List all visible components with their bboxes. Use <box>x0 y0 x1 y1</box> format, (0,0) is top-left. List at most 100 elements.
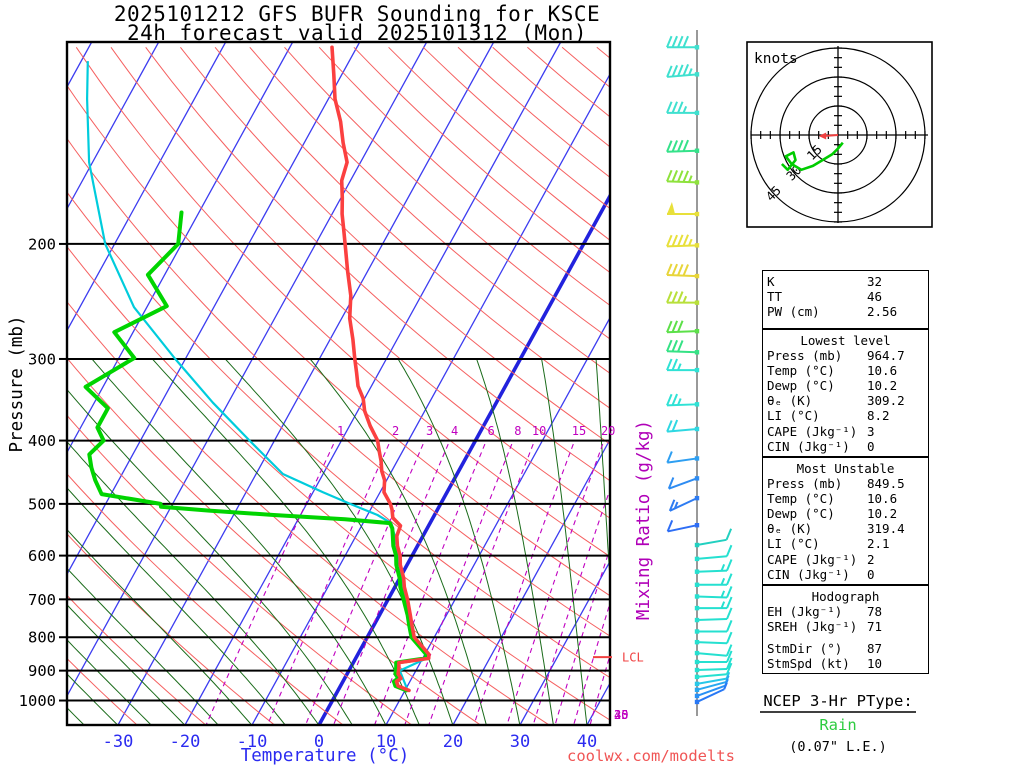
stat-value: 849.5 <box>867 476 905 492</box>
watermark-link[interactable]: coolwx.com/modelts <box>567 747 735 765</box>
wind-barb <box>666 139 700 153</box>
mixing-ratio-right-label: 35 <box>614 708 628 722</box>
stat-label: Temp (°C) <box>767 363 835 379</box>
stat-value: 319.4 <box>867 521 905 537</box>
wind-barb <box>694 596 733 611</box>
wind-barb <box>694 657 733 673</box>
stat-value: 2.1 <box>867 536 890 552</box>
moist-adiabat-line <box>476 358 554 725</box>
stat-row: Temp (°C) 10.6 <box>767 363 924 378</box>
pressure-tick-label: 400 <box>28 432 56 450</box>
stat-row: LI (°C) 8.2 <box>767 408 924 423</box>
stat-label: LI (°C) <box>767 408 820 424</box>
stat-value: 0 <box>867 438 875 454</box>
isotherm-line <box>452 438 610 725</box>
skewt-grid <box>67 42 610 725</box>
moist-adiabat-line <box>67 388 353 725</box>
isotherm-line <box>67 42 361 576</box>
temperature-tick-label: -10 <box>237 732 268 752</box>
mixing-ratio-right-label: 25 <box>614 708 628 722</box>
stat-value: 10.2 <box>867 506 898 522</box>
moist-adiabat-line <box>309 358 487 725</box>
dry-adiabat-line <box>110 47 610 519</box>
wind-barb <box>666 320 700 334</box>
hodograph-ring <box>808 105 868 165</box>
moist-adiabat-line <box>91 358 387 725</box>
stat-label: StmDir (°) <box>767 641 843 657</box>
stat-label: CIN (Jkg⁻¹) <box>767 566 850 582</box>
hodograph-ring <box>779 76 897 194</box>
wind-barb <box>694 586 733 599</box>
dry-adiabat-line <box>67 191 610 679</box>
stat-value: 964.7 <box>867 348 905 364</box>
moist-adiabat-line <box>67 487 286 725</box>
mixing-ratio-upper-label: 20 <box>601 424 615 438</box>
mixing-ratio-line <box>304 443 424 725</box>
stat-row: K 32 <box>767 274 924 289</box>
wind-barb <box>666 393 700 407</box>
pressure-tick-label: 700 <box>28 591 56 609</box>
isotherm-line <box>184 42 562 725</box>
dry-adiabat-line <box>67 137 610 637</box>
stat-label: EH (Jkg⁻¹) <box>767 604 843 620</box>
mixing-ratio-line <box>573 601 610 725</box>
panel-title: Most Unstable <box>796 461 895 476</box>
pressure-axis-title: Pressure (mb) <box>7 316 27 453</box>
dry-adiabat-line <box>67 414 413 725</box>
hodograph-units-label: knots <box>754 51 798 67</box>
mixing-ratio-axis-title: Mixing Ratio (g/kg) <box>634 420 654 620</box>
hodograph-ring <box>750 47 926 223</box>
wind-barb <box>666 234 700 248</box>
mixing-ratio-line <box>205 443 334 725</box>
stat-label: CIN (Jkg⁻¹) <box>767 438 850 454</box>
mixing-ratio-right-label: 40 <box>614 708 628 722</box>
stats-panel: K 32 TT 46 PW (cm) 2.56 <box>762 270 929 329</box>
mixing-ratio-line <box>506 443 604 725</box>
stat-row: StmSpd (kt) 10 <box>767 656 924 671</box>
mixing-ratio-line <box>373 443 486 725</box>
wind-barb <box>666 263 700 279</box>
mixing-ratio-upper-label: 8 <box>514 424 521 438</box>
stat-row: θₑ (K) 319.4 <box>767 521 924 536</box>
mixing-ratio-upper-label: 15 <box>572 424 586 438</box>
mixing-ratio-upper-label: 4 <box>451 424 458 438</box>
dry-adiabat-line <box>67 473 344 725</box>
isotherm-line <box>317 192 610 725</box>
wind-barb <box>666 291 700 305</box>
mixing-ratio-right-label: 30 <box>614 708 628 722</box>
panel-title: Lowest level <box>800 333 891 348</box>
wind-barb <box>668 495 700 512</box>
stat-value: 78 <box>867 604 883 620</box>
title-line2: 24h forecast valid 2025101312 (Mon) <box>127 21 587 45</box>
wind-barb <box>694 620 733 634</box>
wind-barb <box>666 35 700 50</box>
moist-adiabat-line <box>152 358 420 725</box>
stat-value: 71 <box>867 619 883 635</box>
stat-value: 32 <box>867 274 883 289</box>
moist-adiabat-line <box>67 528 253 725</box>
isotherm-line <box>519 560 610 725</box>
wind-barb <box>694 662 733 680</box>
title-line1: 2025101212 GFS BUFR Sounding for KSCE <box>114 2 600 26</box>
dry-adiabat-line <box>67 84 610 597</box>
stat-label: StmSpd (kt) <box>767 656 850 672</box>
stat-value: 2 <box>867 551 875 567</box>
pressure-tick-label: 300 <box>28 350 56 368</box>
wind-barb <box>694 528 733 548</box>
isotherm-line <box>385 316 610 725</box>
temperature-trace <box>330 45 431 693</box>
stat-label: Dewp (°C) <box>767 506 835 522</box>
stat-row: SREH (Jkg⁻¹) 71 <box>767 619 924 634</box>
isotherm-line <box>251 72 610 725</box>
stats-panel-hodograph: Hodograph EH (Jkg⁻¹) 78 SREH (Jkg⁻¹) 71 StmDi… <box>762 585 929 674</box>
dry-adiabat-line <box>180 46 610 445</box>
wind-barb <box>694 631 733 645</box>
moist-adiabat-line <box>595 358 610 588</box>
wind-barb <box>666 169 700 185</box>
wind-barb <box>666 519 700 533</box>
wind-barb <box>694 559 733 574</box>
temperature-tick-label: -30 <box>103 732 134 752</box>
wind-barb <box>694 573 733 587</box>
